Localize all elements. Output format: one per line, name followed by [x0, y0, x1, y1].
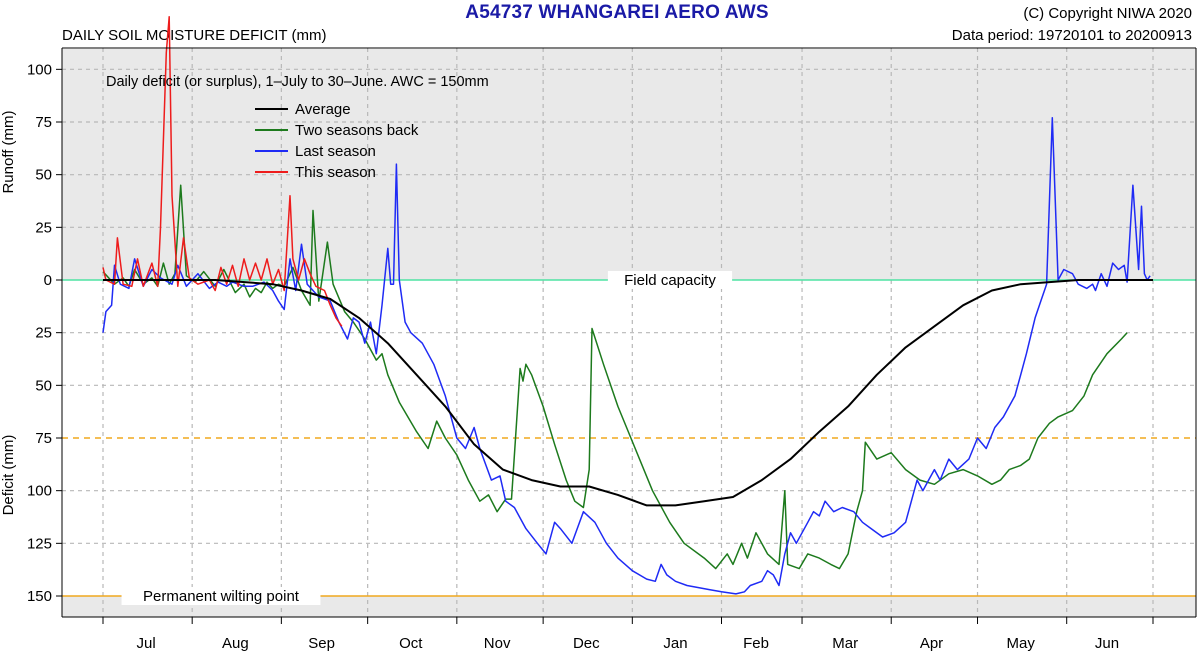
x-tick-label: Oct — [399, 635, 423, 652]
x-tick-label: Aug — [222, 635, 249, 652]
y-tick-label: 0 — [44, 272, 52, 289]
series-line-this-season — [102, 15, 343, 327]
y-axis-title-runoff: Runoff (mm) — [0, 110, 17, 193]
x-tick-label: Sep — [308, 635, 335, 652]
chart-annotation: Daily deficit (or surplus), 1–July to 30… — [106, 74, 489, 90]
wilting-point-label: Permanent wilting point — [143, 588, 300, 605]
x-tick-label: Jun — [1095, 635, 1119, 652]
below-wilting-region — [62, 596, 1196, 617]
x-tick-label: Nov — [484, 635, 511, 652]
data-period: Data period: 19720101 to 20200913 — [951, 27, 1192, 44]
x-tick-label: Jan — [663, 635, 687, 652]
x-tick-label: Feb — [743, 635, 769, 652]
legend-label: Average — [295, 101, 351, 118]
legend-label: Last season — [295, 143, 376, 160]
y-tick-label: 125 — [27, 535, 52, 552]
series-line-last-season — [102, 117, 1151, 595]
legend-label: Two seasons back — [295, 122, 419, 139]
legend-label: This season — [295, 164, 376, 181]
x-tick-label: May — [1006, 635, 1035, 652]
field-capacity-label: Field capacity — [624, 272, 716, 289]
wilting-point-label-bg — [121, 587, 321, 605]
series-line-average — [103, 279, 1153, 507]
y-tick-label: 100 — [27, 483, 52, 500]
y-tick-label: 50 — [35, 377, 52, 394]
y-tick-label: 25 — [35, 219, 52, 236]
runoff-region — [62, 49, 1196, 280]
y-tick-label: 75 — [35, 430, 52, 447]
x-tick-label: Mar — [832, 635, 858, 652]
y-tick-label: 50 — [35, 167, 52, 184]
y-tick-label: 150 — [27, 588, 52, 605]
station-title: A54737 WHANGAREI AERO AWS — [465, 2, 769, 23]
y-axis-title-deficit: Deficit (mm) — [0, 435, 17, 516]
y-tick-label: 75 — [35, 114, 52, 131]
y-tick-label: 25 — [35, 325, 52, 342]
x-tick-label: Apr — [920, 635, 943, 652]
y-tick-label: 100 — [27, 61, 52, 78]
x-tick-label: Dec — [573, 635, 600, 652]
plot-subtitle: DAILY SOIL MOISTURE DEFICIT (mm) — [62, 27, 327, 44]
field-capacity-label-bg — [607, 271, 733, 289]
copyright-notice: (C) Copyright NIWA 2020 — [1023, 5, 1192, 22]
x-tick-label: Jul — [137, 635, 156, 652]
